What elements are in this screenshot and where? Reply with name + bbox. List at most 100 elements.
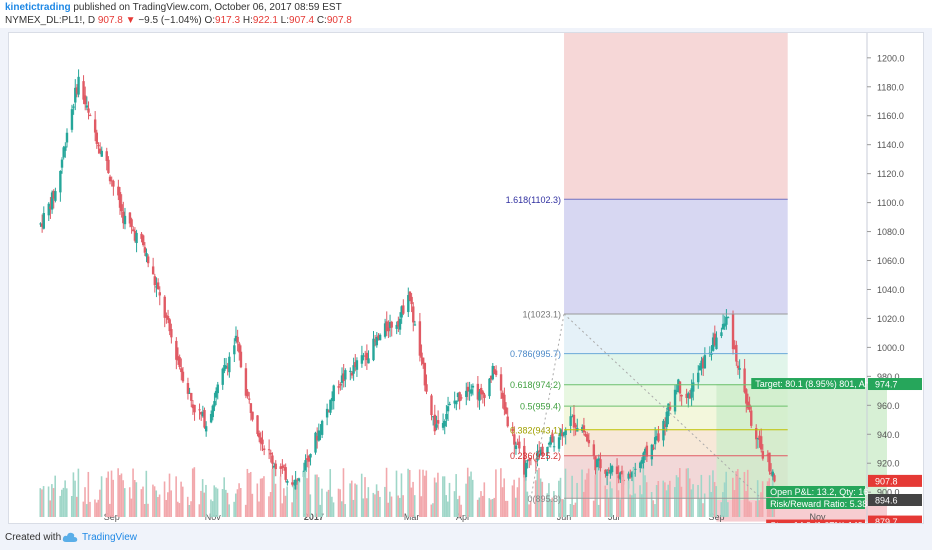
candle-body (244, 368, 248, 396)
chart-area[interactable]: 900.0 920.0 940.0 960.0 980.0 1000.0 1020.0 104… (8, 32, 924, 531)
volume-bar (180, 481, 182, 517)
volume-bar (210, 499, 212, 517)
candle-body (412, 306, 415, 323)
candle-body (85, 105, 89, 108)
candle-body (698, 365, 702, 371)
volume-bar (200, 490, 202, 517)
candle-body (377, 335, 380, 339)
volume-bar (692, 484, 694, 517)
volume-bar (468, 476, 471, 517)
candle-body (688, 394, 692, 399)
volume-bar (271, 468, 274, 517)
volume-bar (158, 494, 161, 517)
volume-bar (528, 504, 530, 517)
candle-body (572, 414, 576, 428)
volume-bar (283, 488, 285, 517)
volume-bar (541, 481, 544, 517)
volume-bar (665, 490, 668, 517)
volume-bar (407, 468, 409, 517)
candle-body (332, 385, 335, 402)
volume-bar (437, 472, 439, 517)
candle-body (673, 389, 677, 412)
y-tick-label: 1120.0 (877, 169, 904, 179)
volume-bar (314, 474, 317, 517)
candle-body (448, 403, 451, 405)
volume-bar (105, 477, 108, 517)
candle-body (483, 394, 486, 398)
volume-bar (616, 474, 618, 517)
candle-body (383, 323, 387, 337)
candle-body (587, 439, 591, 444)
volume-bar (259, 478, 262, 517)
volume-bar (390, 496, 393, 517)
candle-body (465, 390, 468, 397)
candle-body (201, 411, 205, 417)
candle-body (395, 324, 398, 329)
volume-bar (758, 500, 761, 517)
volume-bar (75, 496, 78, 517)
volume-bar (483, 482, 486, 517)
fib-label: 0.382(943.1) (510, 425, 561, 435)
volume-bar (99, 489, 101, 517)
volume-bar (582, 491, 585, 517)
candle-body (557, 437, 561, 449)
candle-body (755, 428, 758, 440)
candle-body (251, 411, 254, 420)
volume-bar (703, 493, 706, 517)
price-chart[interactable]: 900.0 920.0 940.0 960.0 980.0 1000.0 1020.0 104… (9, 33, 923, 531)
candle-body (652, 447, 655, 449)
volume-bar (569, 503, 572, 517)
candle-body (352, 365, 355, 374)
volume-bar (248, 473, 250, 517)
volume-bar (674, 487, 676, 517)
symbol-label[interactable]: NYMEX_DL:PL1!, D (5, 15, 96, 26)
author-link[interactable]: kinetictrading (5, 2, 71, 13)
volume-bar (748, 501, 751, 517)
volume-bar (145, 470, 148, 517)
volume-bar (374, 494, 376, 517)
target-label: Target: 80.1 (8.95%) 801, Amount: (751, 378, 892, 390)
candle-body (441, 422, 445, 428)
fib-extension-zone (564, 33, 788, 200)
candle-body (761, 451, 765, 459)
candle-body (413, 324, 417, 326)
volume-bar (193, 467, 196, 517)
candle-body (178, 357, 181, 368)
candle-body (59, 170, 62, 193)
candle-body (204, 426, 208, 432)
y-tick-label: 900.0 (877, 488, 900, 498)
candle-body (105, 151, 108, 161)
volume-bar (410, 487, 413, 517)
candle-body (117, 186, 120, 196)
volume-bar (622, 470, 625, 517)
volume-bar (384, 486, 386, 517)
volume-bar (564, 468, 567, 517)
volume-bar (455, 474, 457, 517)
volume-bar (712, 470, 714, 517)
candle-body (470, 389, 473, 394)
candle-body (54, 191, 57, 201)
price-tag-entry (868, 493, 922, 506)
candle-body (455, 400, 458, 405)
candle-body (307, 455, 311, 462)
volume-bar (448, 482, 451, 517)
volume-bar (746, 469, 749, 517)
volume-bar (597, 504, 600, 517)
volume-bar (112, 479, 114, 517)
y-tick-label: 1160.0 (877, 111, 904, 121)
candle-body (309, 454, 312, 458)
volume-bar (534, 480, 537, 517)
volume-bar (471, 479, 474, 517)
volume-bar (715, 486, 718, 517)
volume-bar (273, 467, 275, 517)
candle-body (599, 459, 602, 469)
candle-body (615, 466, 619, 475)
candle-body (702, 358, 705, 369)
candle-body (748, 404, 751, 410)
volume-bar (420, 496, 423, 517)
candle-body (746, 401, 750, 409)
volume-bar (198, 504, 201, 517)
candle-body (330, 398, 334, 401)
candle-body (759, 436, 763, 450)
tradingview-brand[interactable]: TradingView (82, 532, 138, 543)
